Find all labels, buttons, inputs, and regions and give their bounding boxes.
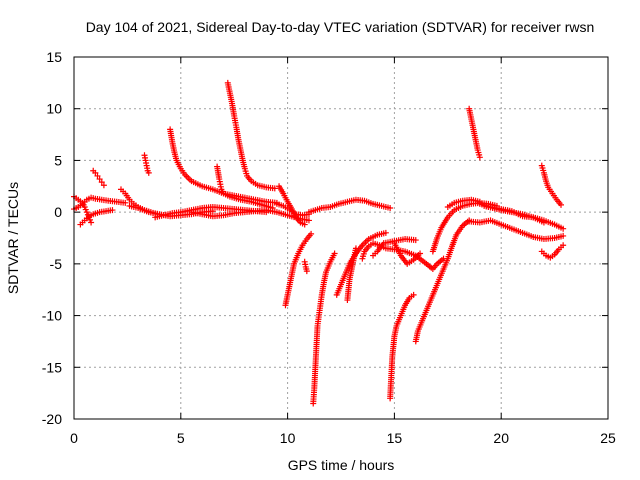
data-series-arc-10 — [214, 163, 276, 212]
y-tick-label: -20 — [42, 411, 62, 427]
data-point — [412, 237, 419, 244]
axis-ticks: 0 5 10 15 20 25 -20 -15 -10 -5 0 5 10 15 — [42, 49, 616, 446]
data-series-arc-07 — [126, 202, 216, 220]
x-tick-label: 15 — [387, 430, 403, 446]
data-series-arc-04 — [90, 167, 107, 189]
data-series-arc-17 — [310, 250, 338, 407]
data-point — [410, 291, 417, 298]
x-tick-label: 5 — [177, 430, 185, 446]
data-point — [96, 176, 103, 183]
x-tick-label: 20 — [493, 430, 509, 446]
data-point — [88, 219, 95, 226]
grid-lines — [74, 57, 608, 419]
data-point — [94, 172, 101, 179]
data-series-arc-16 — [301, 258, 310, 275]
data-series-arc-22 — [370, 236, 419, 259]
plot-frame — [73, 56, 609, 420]
data-series-arc-25 — [412, 217, 473, 345]
data-series-arc-11 — [224, 79, 278, 192]
data-point — [98, 179, 105, 186]
data-point — [122, 199, 129, 206]
data-point — [308, 230, 315, 237]
y-tick-label: 0 — [54, 204, 62, 220]
data-series-arc-28 — [466, 105, 483, 161]
y-tick-label: -5 — [50, 256, 63, 272]
x-tick-label: 10 — [280, 430, 296, 446]
data-point — [305, 217, 312, 224]
data-point — [382, 229, 389, 236]
data-series-arc-33 — [476, 200, 547, 226]
data-series-arc-31 — [538, 162, 565, 208]
chart-title: Day 104 of 2021, Sidereal Day-to-day VTE… — [86, 19, 595, 35]
data-point — [387, 205, 394, 212]
data-point — [417, 250, 424, 257]
y-axis-label: SDTVAR / TECUs — [5, 182, 21, 294]
data-point — [109, 207, 116, 214]
data-series-arc-24 — [391, 240, 424, 267]
data-point — [540, 219, 547, 226]
data-series-arc-30 — [466, 217, 567, 243]
y-tick-label: -15 — [42, 359, 62, 375]
data-point — [145, 169, 152, 176]
x-tick-label: 0 — [70, 430, 78, 446]
y-tick-label: 10 — [46, 101, 62, 117]
data-point — [271, 185, 278, 192]
data-point — [331, 250, 338, 257]
data-series-arc-01 — [71, 194, 129, 213]
data-point — [560, 225, 567, 232]
data-point — [560, 242, 567, 249]
y-tick-label: 5 — [54, 152, 62, 168]
y-tick-label: -10 — [42, 308, 62, 324]
data-point — [558, 201, 565, 208]
data-series-arc-23 — [387, 291, 417, 402]
data-series-arc-18 — [305, 196, 394, 216]
data-series-arc-32 — [538, 242, 567, 261]
data-point — [560, 232, 567, 239]
data-point — [476, 154, 483, 161]
x-axis-label: GPS time / hours — [288, 457, 395, 473]
y-tick-label: 15 — [46, 49, 62, 65]
data-series-arc-03 — [77, 207, 116, 228]
data-series-arc-15 — [282, 230, 315, 309]
x-tick-label: 25 — [600, 430, 616, 446]
data-series-arc-20 — [344, 245, 359, 304]
data-point — [301, 221, 308, 228]
data-series-arc-06 — [141, 152, 152, 176]
data-point — [303, 268, 310, 275]
data-series-arc-12 — [188, 207, 312, 224]
data-marks — [71, 79, 567, 407]
data-point — [92, 169, 99, 176]
data-point — [100, 182, 107, 189]
data-point — [352, 245, 359, 252]
